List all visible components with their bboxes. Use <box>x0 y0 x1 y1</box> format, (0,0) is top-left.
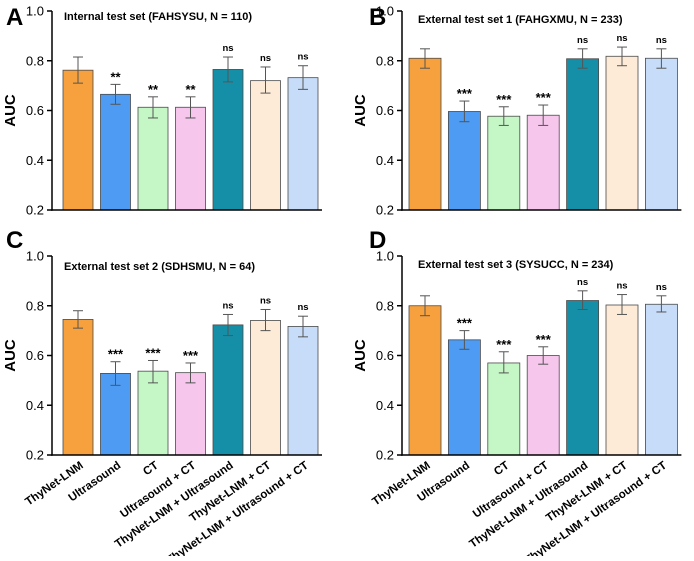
significance-label: ns <box>297 302 308 313</box>
bar <box>175 106 206 211</box>
panel-title: External test set 1 (FAHGXMU, N = 233) <box>418 14 623 26</box>
significance-label: *** <box>457 86 473 101</box>
bar <box>100 93 131 211</box>
y-tick-label: 0.6 <box>26 103 44 118</box>
panel-a: A Internal test set (FAHSYSU, N = 110) AUC… <box>2 4 322 218</box>
panel-letter: A <box>6 4 23 31</box>
panel-title: Internal test set (FAHSYSU, N = 110) <box>64 11 252 23</box>
bar <box>447 339 481 456</box>
bar <box>175 372 206 456</box>
y-tick-label: 0.6 <box>376 348 394 363</box>
y-axis-label: AUC <box>352 94 369 127</box>
significance-label: *** <box>496 337 512 352</box>
significance-label: *** <box>457 316 473 331</box>
significance-label: ns <box>577 277 588 288</box>
bar <box>212 69 244 211</box>
significance-label: ** <box>148 82 159 97</box>
y-tick-label: 0.4 <box>26 398 44 413</box>
bar <box>408 57 442 211</box>
bar <box>566 300 599 456</box>
y-tick-label: 0.6 <box>376 103 394 118</box>
bar <box>250 80 281 211</box>
bar <box>645 303 678 456</box>
y-tick-label: 1.0 <box>26 4 44 19</box>
panel-letter: C <box>6 227 23 254</box>
bar <box>645 57 678 211</box>
significance-label: ns <box>577 35 588 46</box>
bar <box>62 319 94 456</box>
y-tick-label: 0.4 <box>376 398 394 413</box>
y-tick-label: 0.4 <box>376 153 394 168</box>
significance-label: *** <box>145 345 161 360</box>
y-tick-label: 0.8 <box>376 53 394 68</box>
significance-label: *** <box>108 347 124 362</box>
bar <box>287 325 319 456</box>
y-tick-label: 0.8 <box>376 298 394 313</box>
bar <box>137 106 169 211</box>
panel-d: D External test set 3 (SYSUCC, N = 234) AU… <box>352 227 682 561</box>
y-axis-label: AUC <box>352 339 369 372</box>
panel-c: C External test set 2 (SDHSMU, N = 64) AUC… <box>2 227 322 561</box>
significance-label: *** <box>536 332 552 347</box>
y-tick-label: 0.6 <box>26 348 44 363</box>
bar <box>408 305 442 456</box>
bar <box>250 320 281 456</box>
significance-label: ns <box>297 52 308 63</box>
bar <box>487 115 521 211</box>
y-tick-label: 0.2 <box>376 203 394 218</box>
significance-label: *** <box>183 348 199 363</box>
panel-letter: D <box>369 227 386 254</box>
significance-label: ns <box>260 53 271 64</box>
panel-letter: B <box>369 4 386 31</box>
bar <box>605 55 639 211</box>
significance-label: ns <box>616 33 627 44</box>
bar <box>137 370 169 456</box>
bar <box>566 58 599 211</box>
bar <box>526 355 560 456</box>
y-tick-label: 0.8 <box>26 298 44 313</box>
significance-label: ns <box>260 295 271 306</box>
bar <box>605 304 639 456</box>
y-tick-label: 0.8 <box>26 53 44 68</box>
panel-title: External test set 3 (SYSUCC, N = 234) <box>418 259 614 271</box>
significance-label: *** <box>536 90 552 105</box>
category-label: ThyNet-LNM + Ultrasound + CT <box>523 460 669 556</box>
bar <box>62 69 94 211</box>
bar <box>287 77 319 211</box>
y-tick-label: 0.2 <box>26 448 44 463</box>
bar <box>526 114 560 211</box>
panel-title: External test set 2 (SDHSMU, N = 64) <box>64 261 255 273</box>
significance-label: ns <box>616 281 627 292</box>
panel-b: B External test set 1 (FAHGXMU, N = 233) A… <box>352 4 682 218</box>
category-label: CT <box>141 460 160 479</box>
significance-label: *** <box>496 92 512 107</box>
bar <box>212 324 244 456</box>
significance-label: ** <box>110 69 121 84</box>
y-tick-label: 1.0 <box>26 249 44 264</box>
category-label: CT <box>492 460 511 479</box>
bar <box>487 362 521 456</box>
significance-label: ns <box>222 300 233 311</box>
bar <box>447 111 481 211</box>
y-tick-label: 1.0 <box>376 249 394 264</box>
y-tick-label: 0.2 <box>376 448 394 463</box>
y-tick-label: 0.4 <box>26 153 44 168</box>
significance-label: ns <box>222 43 233 54</box>
significance-label: ** <box>185 82 196 97</box>
significance-label: ns <box>656 35 667 46</box>
y-tick-label: 1.0 <box>376 4 394 19</box>
y-axis-label: AUC <box>2 94 19 127</box>
y-axis-label: AUC <box>2 339 19 372</box>
y-tick-label: 0.2 <box>26 203 44 218</box>
significance-label: ns <box>656 282 667 293</box>
